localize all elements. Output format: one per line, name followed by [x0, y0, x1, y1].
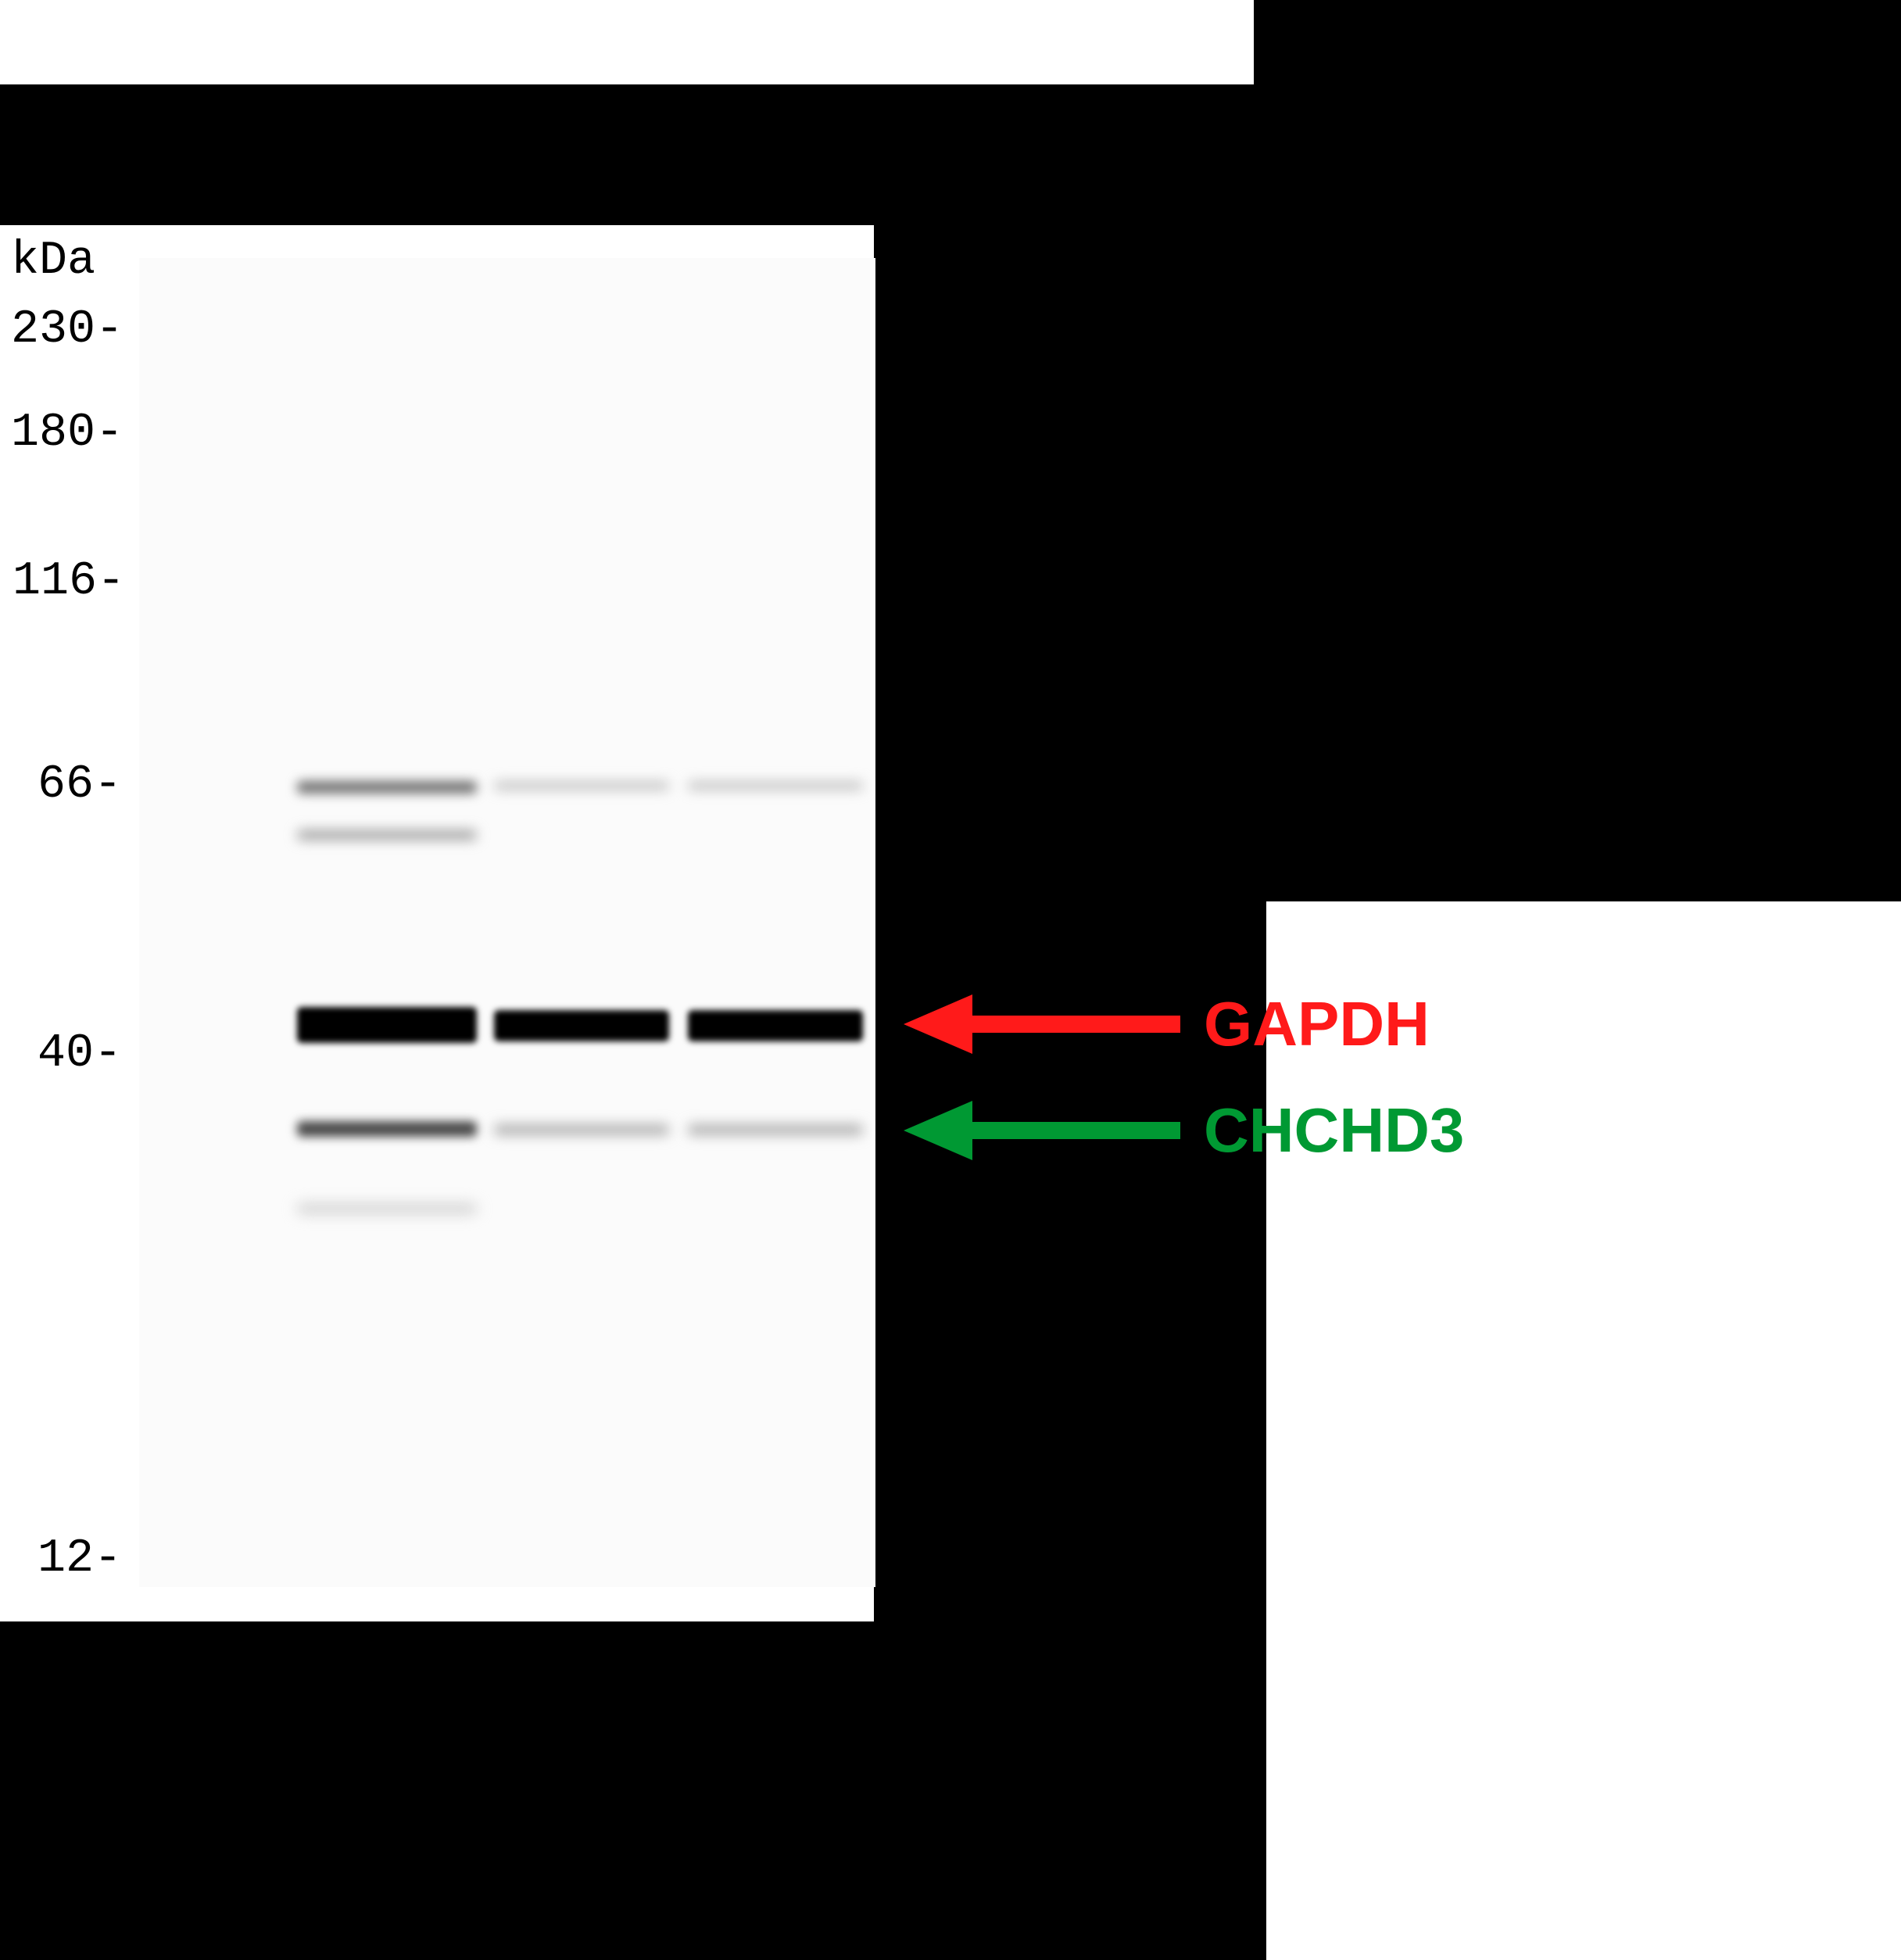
band-lane3-1: [494, 782, 669, 790]
gapdh-arrow-icon: [832, 991, 1183, 1057]
chchd3-label: CHCHD3: [1204, 1095, 1464, 1166]
mw-marker-5: 12-: [38, 1532, 122, 1586]
figure-canvas: kDa 230- 180- 116- 66- 40- 12- GAPDH CHCHD3: [0, 0, 1901, 1960]
band-lane2-0: [297, 781, 477, 794]
band-lane2-10: [297, 1204, 477, 1213]
mw-marker-4: 40-: [38, 1027, 122, 1080]
band-lane2-3: [297, 830, 477, 840]
mw-marker-2: 116-: [13, 555, 125, 608]
band-lane3-8: [494, 1124, 669, 1135]
kda-header: kDa: [11, 235, 95, 288]
gapdh-label: GAPDH: [1204, 988, 1430, 1060]
mw-marker-1: 180-: [11, 407, 124, 460]
mw-marker-3: 66-: [38, 758, 122, 812]
chchd3-arrow-icon: [832, 1098, 1183, 1163]
band-lane2-7: [297, 1121, 477, 1137]
band-lane2-4: [297, 1007, 477, 1043]
mw-marker-0: 230-: [11, 303, 124, 357]
lane-background: [139, 258, 875, 1587]
band-lane4-2: [688, 782, 863, 790]
band-lane3-5: [494, 1010, 669, 1041]
black-frame-upper-right: [1254, 0, 1901, 901]
